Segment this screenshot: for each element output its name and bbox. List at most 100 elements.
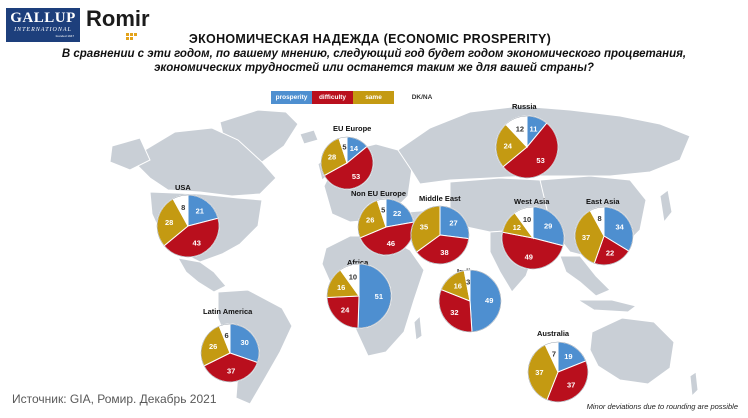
pie-value-label: 10 bbox=[349, 273, 357, 282]
pie-value-label: 14 bbox=[350, 144, 359, 153]
pie-value-label: 53 bbox=[352, 172, 360, 181]
legend-item-dkna: DK/NA bbox=[394, 91, 450, 104]
pie-latin-america: Latin America 30 37 26 6 bbox=[200, 307, 260, 383]
pie-value-label: 8 bbox=[597, 214, 601, 223]
legend-item-difficulty: difficulty bbox=[312, 91, 353, 104]
pie-value-label: 37 bbox=[582, 233, 590, 242]
pie-outline bbox=[574, 206, 634, 266]
pie-value-label: 26 bbox=[209, 342, 217, 351]
pie-value-label: 21 bbox=[196, 206, 204, 215]
pie-value-label: 8 bbox=[181, 203, 185, 212]
australia-shape bbox=[589, 317, 675, 385]
pie-east-asia: East Asia 34 22 37 8 bbox=[574, 197, 634, 266]
pie-outline bbox=[320, 136, 374, 190]
pie-outline bbox=[501, 206, 565, 270]
new-zealand-shape bbox=[689, 371, 699, 398]
pie-value-label: 29 bbox=[544, 222, 552, 231]
pie-title: Non EU Europe bbox=[351, 189, 406, 198]
pie-title: USA bbox=[175, 183, 191, 192]
gallup-logo-tagline: founded 1947 bbox=[55, 34, 74, 38]
pie-outline bbox=[527, 341, 589, 403]
gallup-logo-name: GALLUP bbox=[10, 10, 76, 26]
pie-value-label: 46 bbox=[387, 239, 395, 248]
pie-value-label: 5 bbox=[381, 205, 385, 214]
pie-value-label: 37 bbox=[227, 366, 235, 375]
pie-value-label: 16 bbox=[337, 283, 345, 292]
mexico-shape bbox=[177, 257, 227, 293]
pie-value-label: 28 bbox=[328, 153, 336, 162]
chart-subtitle: В сравнении с эти годом, по вашему мнени… bbox=[61, 48, 687, 74]
southeast-asia-shape bbox=[559, 255, 611, 297]
romir-logo-dots bbox=[126, 33, 138, 43]
pie-india: India4932163 bbox=[438, 267, 502, 333]
gallup-logo: GALLUP INTERNATIONAL founded 1947 bbox=[6, 8, 80, 42]
romir-logo: Romir bbox=[86, 6, 162, 46]
pie-value-label: 6 bbox=[225, 331, 229, 340]
japan-shape bbox=[659, 189, 673, 224]
pie-outline bbox=[156, 194, 220, 258]
iceland-shape bbox=[299, 129, 319, 145]
pie-value-label: 35 bbox=[420, 222, 428, 231]
pie-value-label: 10 bbox=[523, 215, 531, 224]
gallup-logo-sub: INTERNATIONAL bbox=[14, 27, 72, 33]
pie-non-eu-europe: Non EU Europe 22 46 26 5 bbox=[351, 189, 415, 256]
romir-logo-text: Romir bbox=[86, 6, 150, 31]
pie-value-label: 43 bbox=[193, 239, 201, 248]
pie-outline bbox=[326, 263, 392, 329]
legend-item-prosperity: prosperity bbox=[271, 91, 312, 104]
pie-africa: Africa 51 24 16 10 bbox=[326, 258, 392, 329]
alaska-shape bbox=[109, 137, 151, 171]
pie-value-label: 12 bbox=[513, 223, 521, 232]
pie-value-label: 37 bbox=[535, 368, 543, 377]
legend: prosperity difficulty same DK/NA bbox=[271, 91, 450, 104]
pie-title: Australia bbox=[537, 329, 570, 338]
pie-title: Russia bbox=[512, 102, 537, 111]
pie-value-label: 22 bbox=[393, 209, 401, 218]
pie-outline bbox=[495, 115, 559, 179]
pie-title: West Asia bbox=[514, 197, 550, 206]
pie-value-label: 38 bbox=[440, 248, 448, 257]
pie-outline bbox=[200, 323, 260, 383]
pie-value-label: 30 bbox=[240, 338, 248, 347]
pie-value-label: 24 bbox=[341, 306, 350, 315]
pie-value-label: 32 bbox=[450, 308, 458, 317]
indonesia-shape bbox=[576, 299, 638, 313]
pie-title: EU Europe bbox=[333, 124, 371, 133]
pie-title: Latin America bbox=[203, 307, 253, 316]
pie-middle-east: Middle East 27 38 35 bbox=[410, 194, 470, 265]
pie-value-label: 49 bbox=[525, 252, 533, 261]
pie-value-label: 49 bbox=[485, 296, 493, 305]
pie-value-label: 28 bbox=[165, 218, 173, 227]
pie-outline bbox=[410, 205, 470, 265]
pie-title: Africa bbox=[347, 258, 369, 267]
pie-value-label: 37 bbox=[567, 381, 575, 390]
pie-title: Middle East bbox=[419, 194, 461, 203]
legend-item-same: same bbox=[353, 91, 394, 104]
pie-value-label: 19 bbox=[564, 352, 572, 361]
canada-shape bbox=[137, 127, 277, 197]
pie-value-label: 26 bbox=[366, 215, 374, 224]
rounding-note: Minor deviations due to rounding are pos… bbox=[586, 402, 738, 411]
pie-value-label: 27 bbox=[449, 219, 457, 228]
pie-value-label: 11 bbox=[530, 124, 538, 133]
pie-value-label: 7 bbox=[552, 349, 556, 358]
chart-title: ЭКОНОМИЧЕСКАЯ НАДЕЖДА (ECONOMIC PROSPERI… bbox=[188, 32, 552, 46]
pie-value-label: 5 bbox=[342, 143, 346, 152]
pie-value-label: 3 bbox=[466, 277, 470, 286]
pie-value-label: 12 bbox=[516, 125, 524, 134]
pie-value-label: 24 bbox=[504, 141, 513, 150]
pie-title: East Asia bbox=[586, 197, 620, 206]
madagascar-shape bbox=[413, 314, 423, 341]
pie-value-label: 16 bbox=[454, 282, 462, 291]
pie-australia: Australia 19 37 37 7 bbox=[527, 329, 589, 403]
pie-value-label: 53 bbox=[536, 156, 544, 165]
pie-usa: USA 21 43 28 8 bbox=[156, 183, 220, 258]
source-note: Источник: GIA, Ромир. Декабрь 2021 bbox=[12, 392, 217, 406]
pie-value-label: 22 bbox=[606, 248, 614, 257]
pie-eu-europe: EU Europe 14 53 28 5 bbox=[320, 124, 374, 190]
pie-value-label: 51 bbox=[375, 292, 383, 301]
